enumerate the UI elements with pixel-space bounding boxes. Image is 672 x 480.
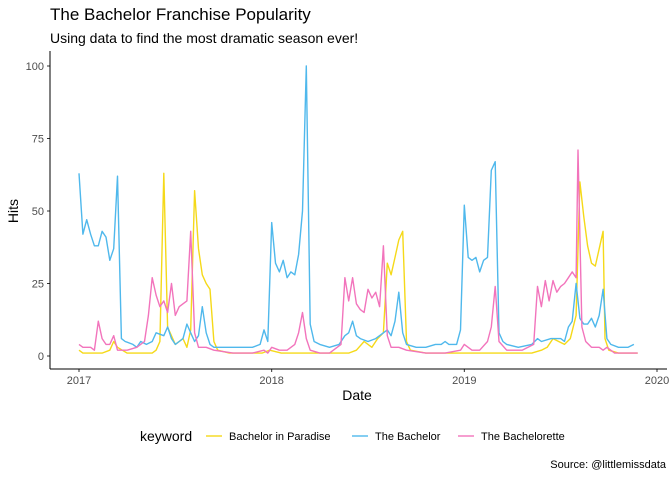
x-axis-ticks: 2017 2018 2019 2020 [67, 369, 669, 387]
y-tick-label: 0 [38, 351, 44, 363]
y-axis-title: Hits [5, 199, 21, 223]
y-tick-label: 25 [32, 279, 44, 291]
series-line-the-bachelor [78, 65, 635, 348]
x-axis-title: Date [342, 387, 372, 403]
series-line-bachelor-in-paradise [78, 172, 638, 354]
legend-label: The Bachelorette [481, 431, 565, 443]
x-tick-label: 2020 [645, 375, 669, 387]
series-lines [78, 65, 638, 354]
chart-caption: Source: @littlemissdata [550, 459, 666, 471]
x-tick-label: 2018 [259, 375, 283, 387]
y-axis-ticks: 0 25 50 75 100 [26, 61, 50, 363]
legend-title: keyword [140, 428, 192, 444]
chart-subtitle: Using data to find the most dramatic sea… [50, 30, 359, 46]
y-tick-label: 75 [32, 134, 44, 146]
y-tick-label: 100 [26, 61, 44, 73]
x-tick-label: 2019 [452, 375, 476, 387]
legend: keyword Bachelor in Paradise The Bachelor… [140, 428, 565, 444]
chart-title: The Bachelor Franchise Popularity [50, 5, 311, 24]
series-line-the-bachelorette [78, 149, 638, 354]
y-tick-label: 50 [32, 206, 44, 218]
x-tick-label: 2017 [67, 375, 91, 387]
legend-label: The Bachelor [375, 431, 441, 443]
legend-label: Bachelor in Paradise [229, 431, 331, 443]
